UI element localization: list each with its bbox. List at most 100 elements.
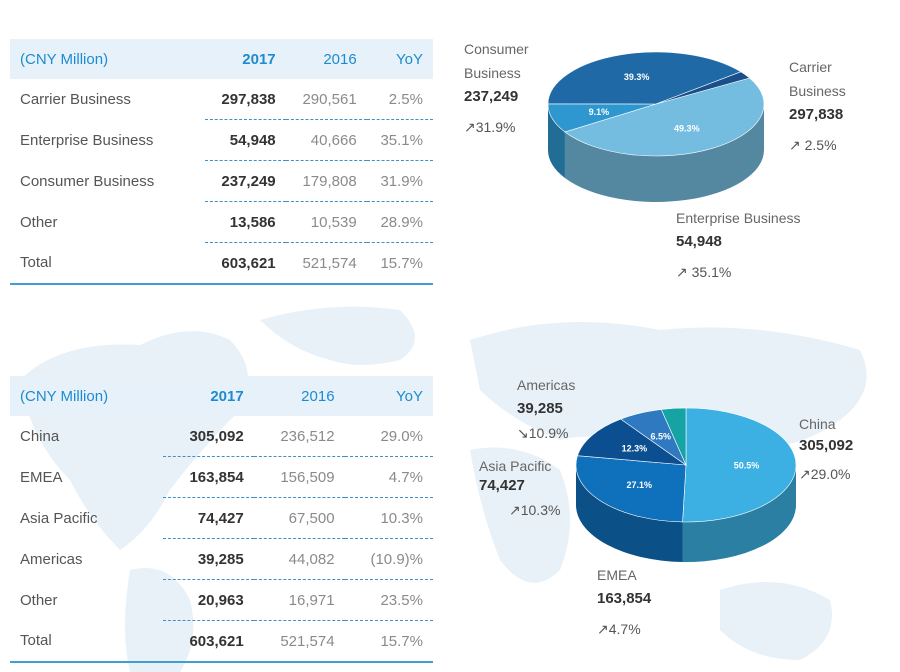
unit-header: (CNY Million): [10, 39, 205, 79]
year-2016-header: 2016: [253, 376, 345, 416]
value-2017: 297,838: [204, 79, 286, 120]
yoy-header: YoY: [366, 39, 433, 79]
value-2016: 521,574: [253, 620, 345, 663]
callout-growth: ↗ 2.5%: [789, 137, 837, 153]
consumer-callout: Consumer Business 237,249 ↗31.9%: [464, 37, 529, 139]
callout-name: EMEA: [597, 567, 637, 583]
callout-name: Business: [789, 83, 846, 99]
pie-side-emea: [576, 465, 683, 562]
value-2017: 39,285: [162, 538, 254, 580]
value-2017: 20,963: [162, 579, 254, 621]
china-callout: China 305,092 ↗29.0%: [799, 412, 853, 486]
value-2017: 237,249: [204, 160, 286, 202]
value-2017: 163,854: [162, 456, 254, 498]
callout-name: Enterprise Business: [676, 210, 801, 226]
pie-data-label: 49.3%: [674, 123, 700, 133]
row-name: Other: [20, 591, 58, 609]
value-2016: 67,500: [253, 497, 345, 539]
table-header-row: (CNY Million) 2017 2016 YoY: [10, 39, 433, 79]
callout-growth: ↘10.9%: [517, 425, 569, 441]
callout-value: 237,249: [464, 88, 519, 105]
row-name: Other: [20, 213, 58, 231]
table-row: Other 20,963 16,971 23.5%: [10, 579, 433, 621]
callout-value: 305,092: [799, 437, 854, 454]
callout-value: 163,854: [597, 590, 652, 607]
yoy-value: 23.5%: [344, 579, 433, 621]
value-2016: 156,509: [253, 456, 345, 498]
americas-callout: Americas 39,285 ↘10.9%: [517, 373, 575, 445]
value-2017: 305,092: [162, 416, 254, 457]
value-2017: 603,621: [204, 242, 286, 285]
pie-slice-other: [660, 407, 687, 466]
callout-growth: ↗ 35.1%: [676, 264, 732, 280]
value-2016: 40,666: [285, 119, 367, 161]
yoy-value: 4.7%: [344, 456, 433, 498]
value-2016: 16,971: [253, 579, 345, 621]
pie-slice-emea: [575, 455, 687, 523]
value-2016: 521,574: [285, 242, 367, 285]
row-name: China: [20, 427, 60, 445]
pie-data-label: 50.5%: [734, 460, 760, 470]
pie-slice-consumer-business: [547, 51, 742, 105]
pie-slice-asia-pacific: [577, 418, 688, 466]
callout-name: Business: [464, 65, 521, 81]
pie-slice-china: [682, 407, 797, 523]
year-2016-header: 2016: [285, 39, 367, 79]
callout-name: Asia Pacific: [479, 458, 552, 474]
table-row: Consumer Business 237,249 179,808 31.9%: [10, 160, 433, 202]
callout-growth: ↗29.0%: [799, 466, 851, 482]
callout-name: Consumer: [464, 41, 529, 57]
emea-callout: EMEA 163,854 ↗4.7%: [597, 563, 651, 641]
pie-data-label: 12.3%: [622, 444, 648, 454]
row-name: Carrier Business: [20, 90, 131, 108]
table-header-row: (CNY Million) 2017 2016 YoY: [10, 376, 433, 416]
row-name: Americas: [20, 550, 83, 568]
callout-growth: ↗31.9%: [464, 119, 516, 135]
value-2017: 13,586: [204, 201, 286, 243]
pie-slice-carrier-business: [564, 77, 765, 157]
unit-header: (CNY Million): [10, 376, 163, 416]
pie-side-china: [682, 465, 796, 562]
year-2017-header: 2017: [204, 39, 286, 79]
callout-growth: ↗4.7%: [597, 621, 641, 637]
table-row: Americas 39,285 44,082 (10.9)%: [10, 538, 433, 580]
yoy-value: 29.0%: [344, 416, 433, 457]
callout-growth: ↗10.3%: [509, 502, 561, 518]
yoy-value: 10.3%: [344, 497, 433, 539]
table-total-row: Total 603,621 521,574 15.7%: [10, 242, 433, 285]
callout-value: 39,285: [517, 400, 563, 417]
row-name: Enterprise Business: [20, 131, 154, 149]
value-2017: 74,427: [162, 497, 254, 539]
row-name: Total: [10, 620, 163, 663]
callout-value: 74,427: [479, 477, 525, 494]
table-total-row: Total 603,621 521,574 15.7%: [10, 620, 433, 663]
callout-name: China: [799, 416, 836, 432]
yoy-header: YoY: [344, 376, 433, 416]
table-row: Asia Pacific 74,427 67,500 10.3%: [10, 497, 433, 539]
asia-pacific-callout: Asia Pacific 74,427 ↗10.3%: [479, 454, 560, 522]
pie-side-enterprise-business: [548, 104, 565, 178]
pie-data-label: 6.5%: [650, 432, 671, 442]
pie-side-carrier-business: [564, 104, 764, 202]
table-row: Carrier Business 297,838 290,561 2.5%: [10, 79, 433, 120]
value-2016: 44,082: [253, 538, 345, 580]
callout-value: 297,838: [789, 106, 844, 123]
callout-value: 54,948: [676, 233, 722, 250]
yoy-value: 28.9%: [366, 201, 433, 243]
callout-name: Carrier: [789, 59, 832, 75]
carrier-callout: Carrier Business 297,838 ↗ 2.5%: [789, 55, 846, 157]
region-revenue-table: (CNY Million) 2017 2016 YoY China 305,09…: [10, 376, 433, 663]
value-2016: 236,512: [253, 416, 345, 457]
callout-name: Americas: [517, 377, 576, 393]
row-name: EMEA: [20, 468, 63, 486]
value-2016: 10,539: [285, 201, 367, 243]
value-2017: 603,621: [162, 620, 254, 663]
table-row: Other 13,586 10,539 28.9%: [10, 201, 433, 243]
table-row: Enterprise Business 54,948 40,666 35.1%: [10, 119, 433, 161]
yoy-value: (10.9)%: [344, 538, 433, 580]
pie-data-label: 39.3%: [624, 72, 650, 82]
yoy-value: 15.7%: [366, 242, 433, 285]
pie-slice-other: [655, 71, 751, 105]
value-2017: 54,948: [204, 119, 286, 161]
